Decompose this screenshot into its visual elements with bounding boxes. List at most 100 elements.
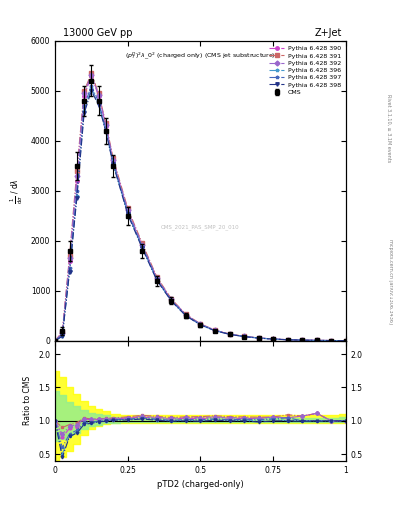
Pythia 6.428 390 <box>242 333 246 339</box>
Pythia 6.428 396 <box>271 336 275 342</box>
Pythia 6.428 390 <box>271 336 275 342</box>
Line: Pythia 6.428 396: Pythia 6.428 396 <box>53 87 347 343</box>
Pythia 6.428 392 <box>53 338 57 344</box>
Pythia 6.428 397 <box>169 297 174 304</box>
Pythia 6.428 392 <box>67 255 72 262</box>
Pythia 6.428 392 <box>285 336 290 343</box>
Pythia 6.428 398 <box>154 278 159 284</box>
Pythia 6.428 396 <box>343 338 348 344</box>
Pythia 6.428 396 <box>285 337 290 343</box>
Pythia 6.428 390 <box>227 331 232 337</box>
Pythia 6.428 396 <box>60 333 64 339</box>
Pythia 6.428 397 <box>75 188 79 194</box>
Pythia 6.428 398 <box>60 333 64 339</box>
Pythia 6.428 398 <box>53 338 57 344</box>
Pythia 6.428 398 <box>96 102 101 108</box>
Pythia 6.428 391 <box>227 331 232 337</box>
Pythia 6.428 391 <box>125 205 130 211</box>
Pythia 6.428 397 <box>314 337 319 344</box>
Y-axis label: Ratio to CMS: Ratio to CMS <box>24 376 33 425</box>
Pythia 6.428 396 <box>104 128 108 134</box>
Pythia 6.428 396 <box>169 298 174 304</box>
Pythia 6.428 396 <box>67 268 72 274</box>
Pythia 6.428 392 <box>329 337 334 344</box>
Pythia 6.428 390 <box>53 338 57 344</box>
Pythia 6.428 398 <box>82 111 86 117</box>
Pythia 6.428 390 <box>75 178 79 184</box>
Pythia 6.428 398 <box>125 211 130 218</box>
Pythia 6.428 398 <box>314 337 319 344</box>
Pythia 6.428 392 <box>184 311 188 317</box>
Pythia 6.428 397 <box>343 338 348 344</box>
Pythia 6.428 398 <box>89 88 94 94</box>
Pythia 6.428 390 <box>285 336 290 343</box>
Pythia 6.428 392 <box>75 173 79 179</box>
Pythia 6.428 397 <box>329 337 334 344</box>
Pythia 6.428 397 <box>300 337 305 343</box>
Pythia 6.428 391 <box>111 155 116 161</box>
Pythia 6.428 396 <box>154 277 159 283</box>
Pythia 6.428 396 <box>198 322 203 328</box>
Pythia 6.428 392 <box>154 275 159 281</box>
Pythia 6.428 390 <box>169 297 174 303</box>
Pythia 6.428 391 <box>271 336 275 342</box>
Pythia 6.428 392 <box>82 90 86 96</box>
Pythia 6.428 397 <box>140 244 145 250</box>
Pythia 6.428 398 <box>242 333 246 339</box>
Pythia 6.428 391 <box>154 274 159 280</box>
Pythia 6.428 396 <box>300 337 305 343</box>
Pythia 6.428 391 <box>198 321 203 327</box>
Pythia 6.428 390 <box>184 312 188 318</box>
Pythia 6.428 398 <box>198 322 203 328</box>
Pythia 6.428 397 <box>96 99 101 105</box>
Text: 13000 GeV pp: 13000 GeV pp <box>63 28 132 38</box>
Pythia 6.428 397 <box>213 328 217 334</box>
Pythia 6.428 397 <box>53 338 57 344</box>
Pythia 6.428 391 <box>75 168 79 174</box>
Pythia 6.428 398 <box>75 195 79 201</box>
Pythia 6.428 390 <box>154 275 159 282</box>
Text: CMS_2021_PAS_SMP_20_010: CMS_2021_PAS_SMP_20_010 <box>161 224 240 230</box>
Pythia 6.428 396 <box>256 335 261 341</box>
Line: Pythia 6.428 390: Pythia 6.428 390 <box>53 74 347 343</box>
Pythia 6.428 397 <box>184 312 188 318</box>
Pythia 6.428 391 <box>256 335 261 341</box>
Pythia 6.428 390 <box>343 338 348 344</box>
Pythia 6.428 398 <box>104 129 108 135</box>
Pythia 6.428 397 <box>104 127 108 133</box>
Pythia 6.428 391 <box>329 337 334 344</box>
Pythia 6.428 392 <box>242 333 246 339</box>
Pythia 6.428 390 <box>198 322 203 328</box>
Pythia 6.428 390 <box>96 93 101 99</box>
Pythia 6.428 392 <box>60 330 64 336</box>
Pythia 6.428 391 <box>300 337 305 343</box>
Y-axis label: $\frac{1}{\mathrm{d}\sigma}$ / $\mathrm{d}\lambda$: $\frac{1}{\mathrm{d}\sigma}$ / $\mathrm{… <box>9 178 25 204</box>
Pythia 6.428 396 <box>111 160 116 166</box>
Pythia 6.428 392 <box>140 242 145 248</box>
Pythia 6.428 397 <box>60 332 64 338</box>
Pythia 6.428 396 <box>75 193 79 199</box>
X-axis label: pTD2 (charged-only): pTD2 (charged-only) <box>157 480 244 489</box>
Pythia 6.428 396 <box>82 108 86 114</box>
Pythia 6.428 396 <box>314 337 319 344</box>
Pythia 6.428 398 <box>184 313 188 319</box>
Pythia 6.428 392 <box>198 321 203 327</box>
Pythia 6.428 390 <box>256 335 261 341</box>
Pythia 6.428 396 <box>53 338 57 344</box>
Pythia 6.428 392 <box>300 337 305 343</box>
Pythia 6.428 398 <box>271 336 275 342</box>
Pythia 6.428 398 <box>67 269 72 275</box>
Pythia 6.428 398 <box>343 338 348 344</box>
Pythia 6.428 390 <box>82 93 86 99</box>
Pythia 6.428 391 <box>184 311 188 317</box>
Legend: Pythia 6.428 390, Pythia 6.428 391, Pythia 6.428 392, Pythia 6.428 396, Pythia 6: Pythia 6.428 390, Pythia 6.428 391, Pyth… <box>267 44 343 97</box>
Pythia 6.428 391 <box>104 120 108 126</box>
Pythia 6.428 396 <box>213 328 217 334</box>
Line: Pythia 6.428 391: Pythia 6.428 391 <box>53 72 347 343</box>
Pythia 6.428 391 <box>169 296 174 302</box>
Pythia 6.428 391 <box>82 88 86 94</box>
Pythia 6.428 398 <box>140 245 145 251</box>
Pythia 6.428 396 <box>184 312 188 318</box>
Pythia 6.428 390 <box>213 327 217 333</box>
Pythia 6.428 391 <box>242 333 246 339</box>
